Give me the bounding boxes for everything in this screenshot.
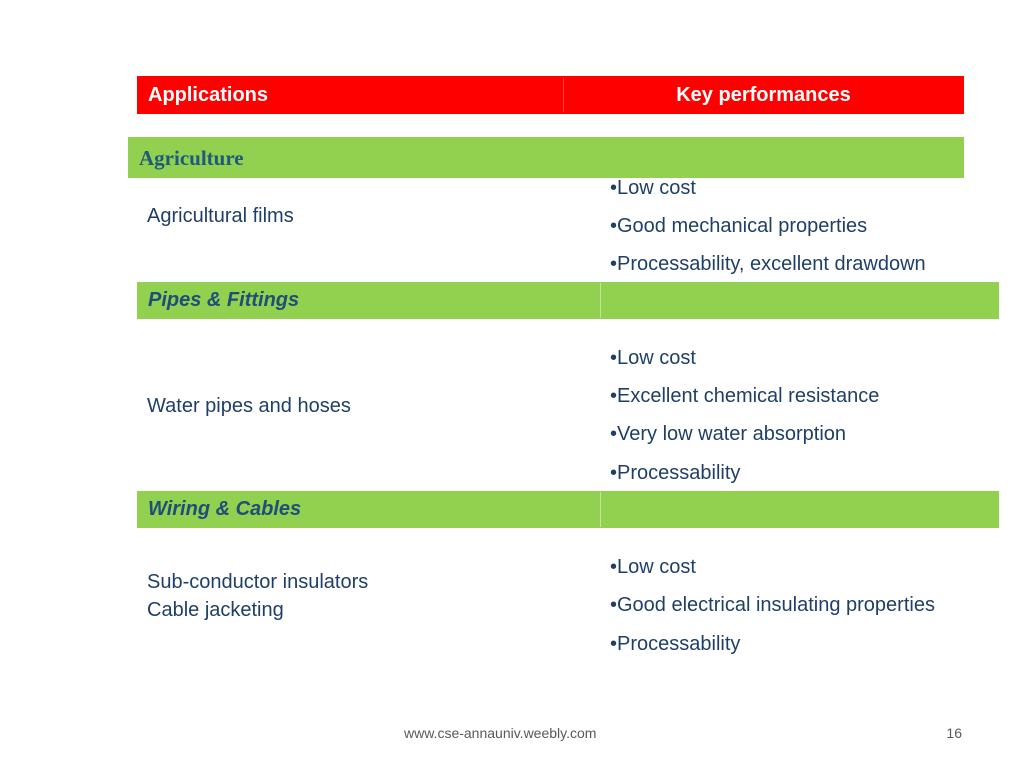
section-title-agriculture: Agriculture [139, 146, 244, 170]
header-applications: Applications [148, 84, 269, 106]
application-water-pipes: Water pipes and hoses [147, 395, 351, 417]
section-title-pipes: Pipes & Fittings [148, 289, 300, 311]
section-bar-divider [600, 283, 601, 318]
section-title-wiring: Wiring & Cables [148, 498, 302, 520]
section-bar-agriculture [128, 137, 964, 178]
section-bar-divider [600, 492, 601, 527]
footer-url: www.cse-annauniv.weebly.com [404, 725, 597, 741]
performance-item: •Processability [610, 633, 741, 655]
header-divider [563, 78, 564, 112]
application-cable-jacketing: Cable jacketing [147, 599, 284, 621]
application-agricultural-films: Agricultural films [147, 205, 294, 227]
performance-item: •Very low water absorption [610, 423, 847, 445]
performance-item: •Processability, excellent drawdown [610, 253, 926, 275]
performance-item: •Low cost [610, 177, 696, 199]
section-bar-wiring [137, 491, 999, 528]
table-header-bar [137, 76, 964, 114]
header-key-performances: Key performances [676, 84, 851, 106]
page-number: 16 [946, 725, 962, 741]
performance-item: •Good electrical insulating properties [610, 594, 935, 616]
performance-item: •Low cost [610, 556, 696, 578]
performance-item: •Low cost [610, 347, 696, 369]
section-bar-pipes [137, 282, 999, 319]
performance-item: •Good mechanical properties [610, 215, 868, 237]
application-sub-conductor-insulators: Sub-conductor insulators [147, 571, 369, 593]
performance-item: •Processability [610, 462, 741, 484]
performance-item: •Excellent chemical resistance [610, 385, 880, 407]
